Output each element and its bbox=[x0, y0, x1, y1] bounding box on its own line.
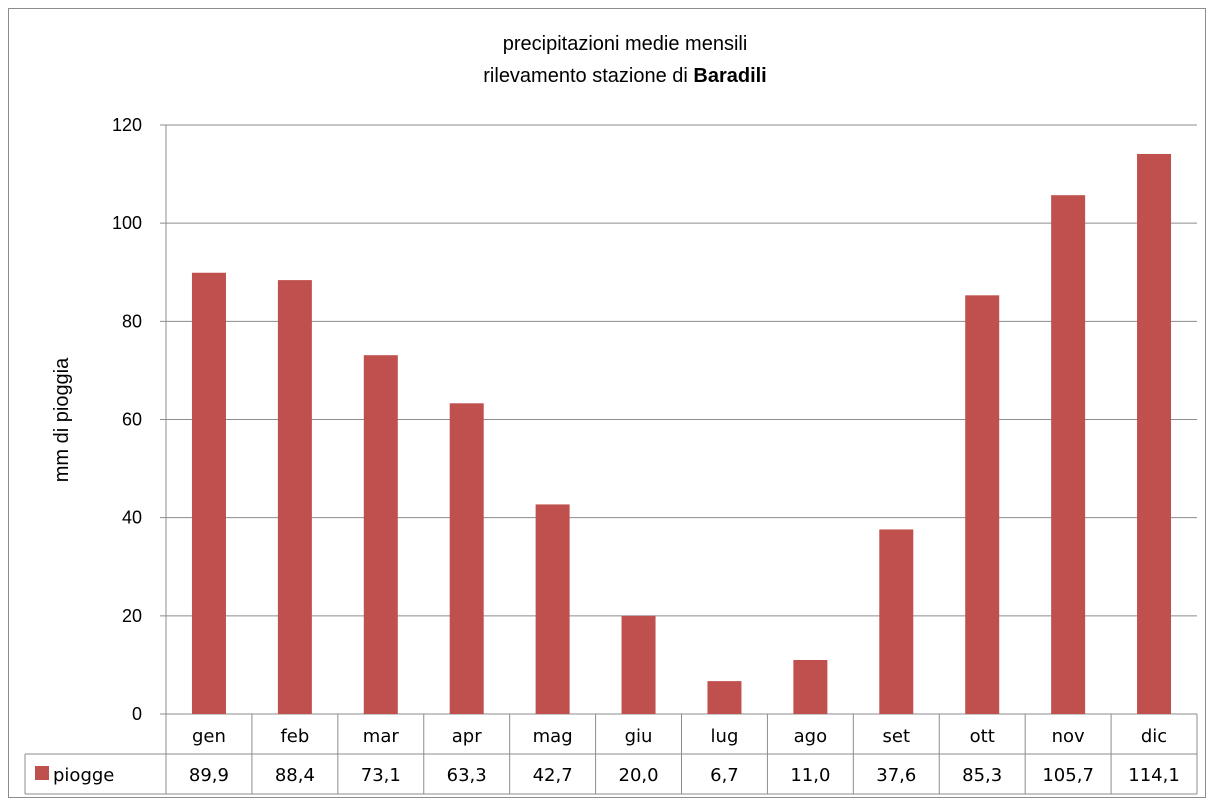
data-label: 11,0 bbox=[790, 765, 830, 786]
data-label: 42,7 bbox=[533, 765, 573, 786]
data-label: 20,0 bbox=[619, 765, 659, 786]
x-tick-label: feb bbox=[280, 726, 309, 747]
x-tick-label: dic bbox=[1141, 726, 1167, 747]
x-tick-label: gen bbox=[192, 726, 226, 747]
y-axis-label: mm di pioggia bbox=[51, 357, 73, 482]
y-tick-label: 60 bbox=[122, 410, 142, 430]
x-tick-label: apr bbox=[452, 726, 482, 747]
y-tick-label: 20 bbox=[122, 606, 142, 626]
x-tick-label: ago bbox=[794, 726, 827, 747]
data-label: 37,6 bbox=[876, 765, 916, 786]
y-tick-label: 100 bbox=[112, 213, 142, 233]
gridlines bbox=[160, 124, 1197, 715]
chart-title-line2: rilevamento stazione di Baradili bbox=[483, 65, 766, 87]
data-label: 105,7 bbox=[1042, 765, 1094, 786]
x-tick-label: mag bbox=[533, 726, 573, 747]
data-label: 6,7 bbox=[710, 765, 739, 786]
data-label: 88,4 bbox=[275, 765, 315, 786]
bar-mar bbox=[363, 355, 398, 714]
chart-title-station: Baradili bbox=[693, 65, 766, 87]
bar-mag bbox=[535, 504, 570, 714]
bar-apr bbox=[449, 403, 484, 714]
y-tick-label: 0 bbox=[132, 704, 142, 724]
data-label: 85,3 bbox=[962, 765, 1002, 786]
bar-set bbox=[879, 529, 914, 714]
data-label: 114,1 bbox=[1128, 765, 1180, 786]
bar-ago bbox=[793, 660, 828, 714]
y-axis-ticks: 0 20 40 60 80 100 120 bbox=[112, 115, 142, 724]
data-label: 73,1 bbox=[361, 765, 401, 786]
bar-dic bbox=[1137, 153, 1172, 714]
x-tick-label: set bbox=[883, 726, 911, 747]
bar-giu bbox=[621, 615, 656, 714]
data-table: gen 89,9 feb 88,4 mar 73,1 apr 63,3 mag 42,7 giu 20… bbox=[24, 714, 1198, 795]
legend-label: piogge bbox=[53, 765, 114, 786]
x-tick-label: lug bbox=[711, 726, 739, 747]
bars bbox=[191, 153, 1172, 715]
x-tick-label: giu bbox=[625, 726, 653, 747]
legend-swatch bbox=[35, 766, 49, 780]
chart-title: precipitazioni medie mensili rilevamento… bbox=[483, 33, 766, 87]
bar-lug bbox=[707, 681, 742, 714]
bar-gen bbox=[191, 272, 226, 714]
chart-title-prefix: rilevamento stazione di bbox=[483, 65, 693, 87]
bar-ott bbox=[965, 295, 1000, 714]
bar-nov bbox=[1051, 195, 1086, 715]
x-tick-label: ott bbox=[970, 726, 995, 747]
x-tick-label: mar bbox=[363, 726, 400, 747]
chart-title-line1: precipitazioni medie mensili bbox=[503, 33, 748, 55]
data-label: 63,3 bbox=[447, 765, 487, 786]
y-tick-label: 120 bbox=[112, 115, 142, 135]
data-label: 89,9 bbox=[189, 765, 229, 786]
y-tick-label: 40 bbox=[122, 508, 142, 528]
y-tick-label: 80 bbox=[122, 311, 142, 331]
x-tick-label: nov bbox=[1052, 726, 1085, 747]
bar-feb bbox=[277, 280, 312, 714]
